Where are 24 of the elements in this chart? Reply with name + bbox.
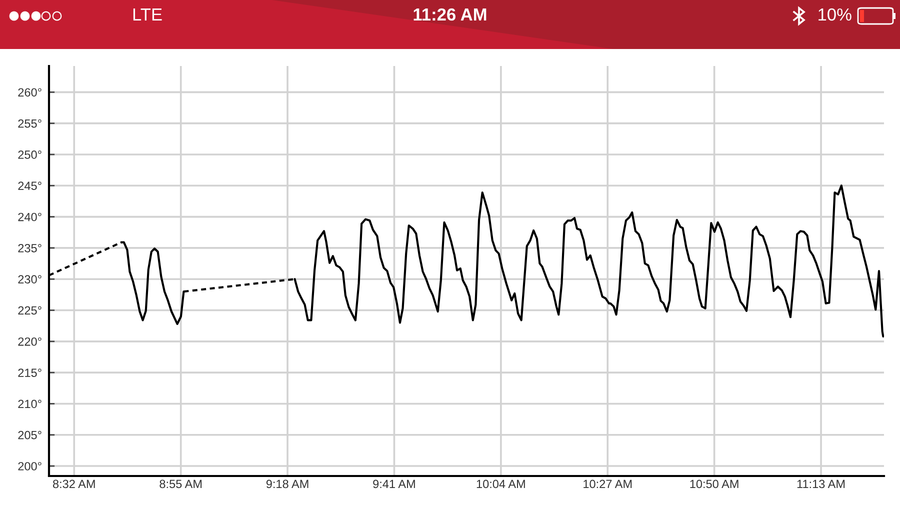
text: 11:26 AM xyxy=(414,8,486,21)
y-tick-label: 230° xyxy=(18,275,42,284)
x-tick-label: 9:18 AM xyxy=(266,480,308,488)
x-tick-label: 10:27 AM xyxy=(584,480,632,488)
text: 10% xyxy=(818,8,852,21)
y-tick-label: 255° xyxy=(18,119,42,128)
x-tick-label: 11:13 AM xyxy=(797,480,845,488)
y-tick-label: 205° xyxy=(18,430,42,440)
y-tick-label: 260° xyxy=(18,88,42,97)
x-tick-label: 10:50 AM xyxy=(690,480,738,488)
y-tick-label: 210° xyxy=(18,400,42,408)
x-tick-label: 9:41 AM xyxy=(373,480,415,488)
y-tick-label: 250° xyxy=(18,150,42,159)
y-tick-label: 220° xyxy=(18,337,42,346)
x-tick-label: 10:04 AM xyxy=(476,480,525,488)
x-tick-label: 8:32 AM xyxy=(52,480,95,488)
y-tick-label: 240° xyxy=(18,212,42,222)
y-tick-label: 200° xyxy=(18,462,42,470)
y-tick-label: 235° xyxy=(18,244,42,252)
y-tick-label: 245° xyxy=(18,182,42,190)
text: LTE xyxy=(133,8,162,20)
y-tick-label: 215° xyxy=(18,368,42,377)
y-tick-label: 225° xyxy=(18,306,42,315)
x-tick-label: 8:55 AM xyxy=(160,480,202,488)
